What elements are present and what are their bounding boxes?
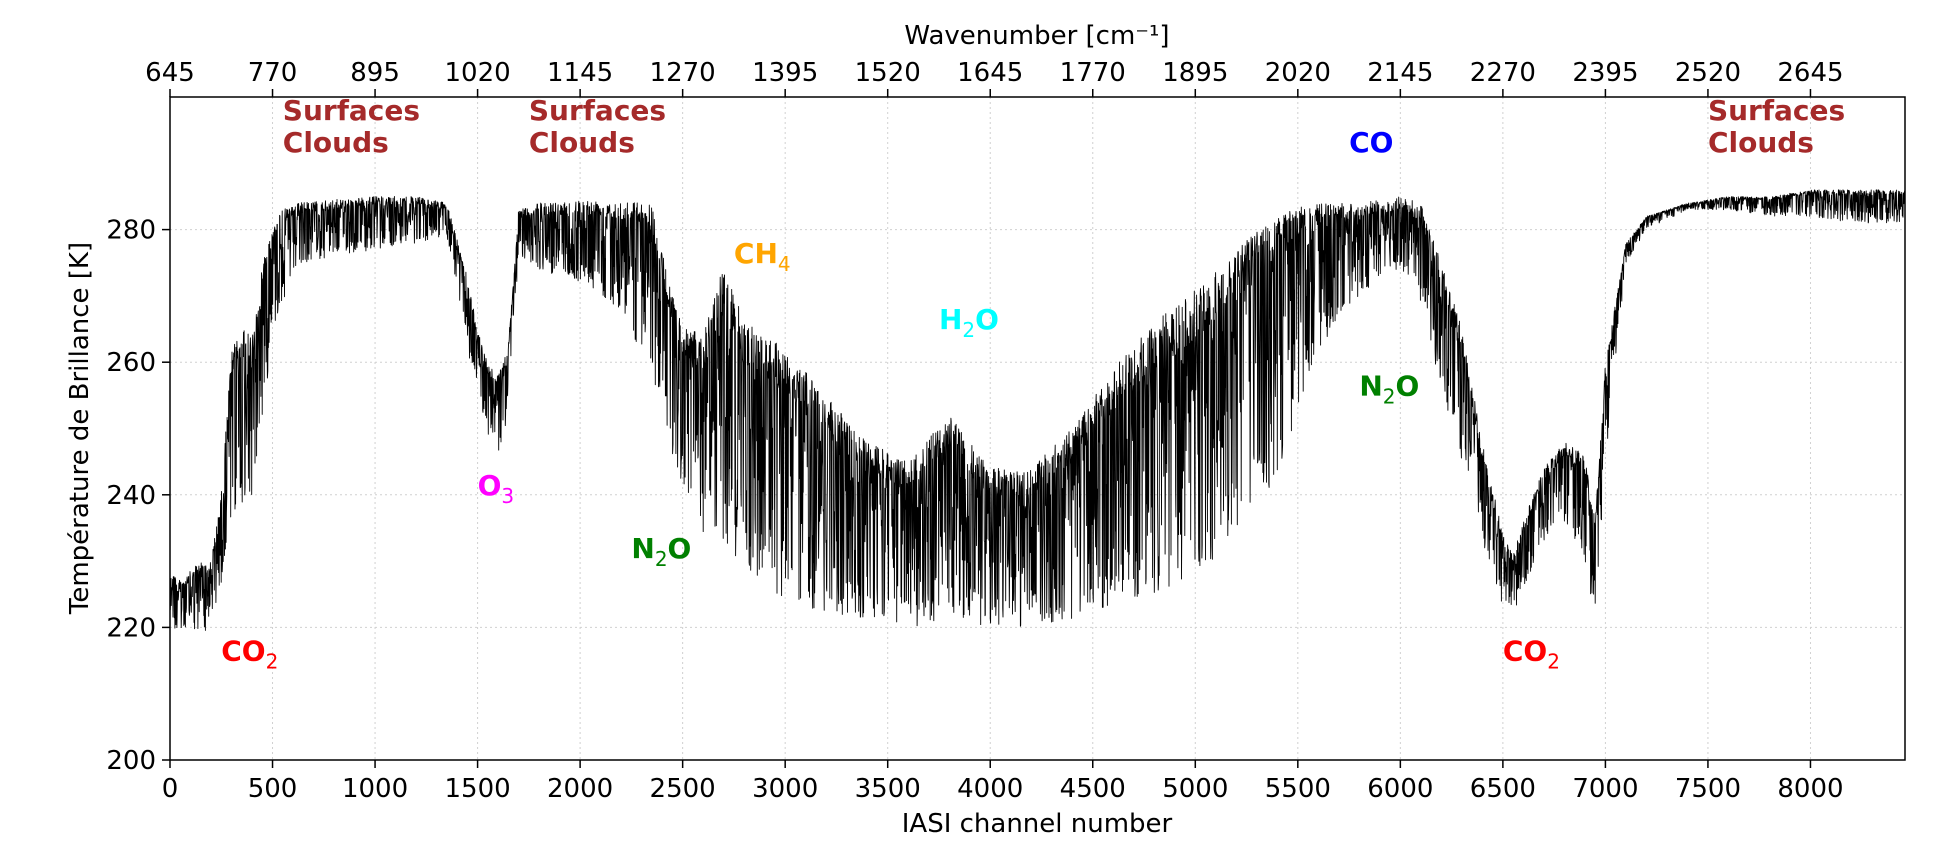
gas-annotation: Surfaces [1708,94,1845,127]
gas-annotation: Clouds [1708,126,1814,159]
x-tick-label: 1500 [445,774,511,804]
top-x-tick-label: 2520 [1675,58,1741,88]
y-axis: 200 220 240 260 280 [106,216,170,776]
top-x-tick-label: 1270 [650,58,716,88]
top-x-axis: 645 770 895 1020 1145 1270 1395 1520 1645 1770 189… [145,58,1844,97]
plot-frame [169,96,1906,761]
x-tick-label: 2000 [547,774,613,804]
gas-annotation: CO2 [221,635,278,674]
top-x-tick-label: 2020 [1265,58,1331,88]
y-tick-label: 240 [106,481,156,511]
gas-annotation: CO2 [1503,635,1560,674]
y-tick-label: 200 [106,746,156,776]
y-axis-title: Température de Brillance [K] [65,242,95,615]
x-tick-label: 5500 [1265,774,1331,804]
gas-annotation: N2O [1359,369,1419,408]
top-x-tick-label: 1520 [855,58,921,88]
top-x-tick-label: 2645 [1777,58,1843,88]
x-tick-label: 4500 [1060,774,1126,804]
gas-annotation: CH4 [734,237,791,276]
gas-annotation: H2O [939,303,999,342]
top-x-tick-label: 2395 [1572,58,1638,88]
top-x-tick-label: 770 [248,58,298,88]
gas-annotation: CO [1349,126,1393,159]
bottom-x-axis: 0 500 1000 1500 2000 2500 3000 3500 4000 4500 5000… [162,760,1844,804]
x-tick-label: 7000 [1572,774,1638,804]
spectrum-line [169,189,1906,631]
gas-annotation: Surfaces [283,94,420,127]
annotations: SurfacesCloudsSurfacesCloudsSurfacesClou… [221,94,1845,673]
top-x-tick-label: 1020 [445,58,511,88]
x-tick-label: 5000 [1162,774,1228,804]
top-x-tick-label: 645 [145,58,195,88]
gas-annotation: Clouds [529,126,635,159]
gas-annotation: Surfaces [529,94,666,127]
x-tick-label: 3000 [752,774,818,804]
x-tick-label: 8000 [1777,774,1843,804]
x-tick-label: 6500 [1470,774,1536,804]
x-tick-label: 3500 [855,774,921,804]
y-tick-label: 260 [106,348,156,378]
x-tick-label: 500 [248,774,298,804]
gas-annotation: Clouds [283,126,389,159]
x-tick-label: 4000 [957,774,1023,804]
x-tick-label: 7500 [1675,774,1741,804]
x-tick-label: 1000 [342,774,408,804]
top-x-tick-label: 1395 [752,58,818,88]
x-tick-label: 2500 [650,774,716,804]
gas-annotation: N2O [631,532,691,571]
top-x-tick-label: 1645 [957,58,1023,88]
top-x-tick-label: 2270 [1470,58,1536,88]
y-tick-label: 280 [106,216,156,246]
gas-annotation: O3 [478,469,515,508]
series-layer [169,189,1906,631]
top-x-tick-label: 1145 [547,58,613,88]
y-tick-label: 220 [106,613,156,643]
top-x-tick-label: 1895 [1162,58,1228,88]
top-x-tick-label: 895 [350,58,400,88]
top-x-axis-title: Wavenumber [cm⁻¹] [904,21,1169,51]
top-x-tick-label: 2145 [1367,58,1433,88]
x-tick-label: 0 [162,774,179,804]
top-x-tick-label: 1770 [1060,58,1126,88]
x-tick-label: 6000 [1367,774,1433,804]
grid-lines [169,97,1905,761]
x-axis-title: IASI channel number [902,809,1173,839]
